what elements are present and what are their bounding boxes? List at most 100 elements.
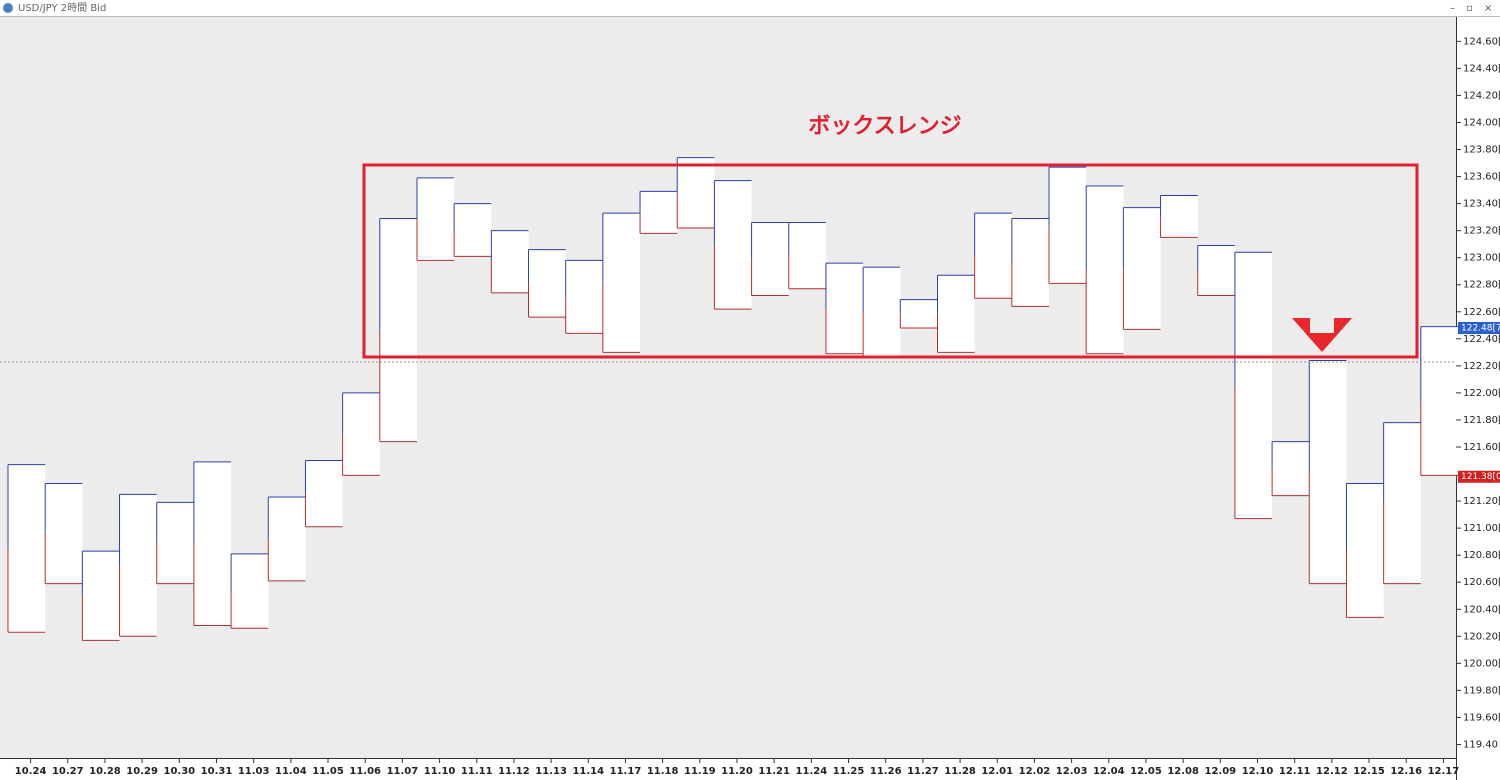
y-tick-label: 121.00[0 [1463,523,1500,534]
x-tick-label: 11.11 [461,766,493,777]
day-range-box [640,191,678,234]
x-tick-label: 11.04 [275,766,307,777]
y-tick-label: 124.40[0 [1463,63,1500,74]
x-tick-label: 11.10 [424,766,456,777]
day-range-box [82,551,120,641]
x-tick-label: 10.28 [89,766,121,777]
y-axis-panel [1456,17,1500,780]
price-badge [1458,470,1500,483]
y-tick-label: 120.00[0 [1463,658,1500,669]
x-tick-label: 12.08 [1167,766,1199,777]
x-tick-label: 11.05 [312,766,344,777]
day-range-box [1309,360,1347,584]
y-tick-label: 123.80[0 [1463,145,1500,156]
y-tick-label: 122.60[0 [1463,307,1500,318]
x-tick-label: 11.21 [758,766,790,777]
x-tick-label: 12.11 [1279,766,1311,777]
x-tick-label: 10.31 [201,766,233,777]
day-range-box [1011,218,1050,307]
day-range-box [602,213,641,353]
x-tick-label: 11.13 [535,766,567,777]
y-tick-label: 120.60[0 [1463,577,1500,588]
day-range-box [677,157,715,228]
price-badge-label: 122.48[7 [1461,324,1500,334]
title-bar [0,0,1500,16]
x-tick-label: 12.09 [1205,766,1237,777]
x-tick-label: 12.02 [1019,766,1051,777]
y-tick-label: 121.60[0 [1463,442,1500,453]
day-range-box [1234,252,1273,519]
y-tick-label: 120.20[0 [1463,631,1500,642]
day-range-box [1160,195,1198,238]
day-range-box [1049,167,1087,284]
day-range-box [45,483,83,584]
day-range-box [231,553,269,629]
y-tick-label: 123.60[0 [1463,172,1500,183]
price-badge [1458,322,1500,335]
x-tick-label: 11.27 [907,766,939,777]
x-tick-label: 10.27 [52,766,84,777]
day-range-box [825,263,864,354]
x-tick-label: 12.05 [1130,766,1162,777]
x-tick-label: 11.28 [944,766,976,777]
day-range-box [751,222,789,296]
price-badge-label: 121.38[0 [1461,472,1500,482]
day-range-box [193,461,232,626]
day-range-box [565,260,603,334]
y-tick-label: 124.20[0 [1463,90,1500,101]
y-tick-label: 122.20[0 [1463,361,1500,372]
day-range-box [305,460,343,527]
x-tick-label: 11.19 [684,766,716,777]
y-tick-label: 123.00[0 [1463,253,1500,264]
day-range-box [491,230,529,293]
day-range-box [1123,207,1161,330]
y-tick-label: 123.20[0 [1463,226,1500,237]
day-range-box [714,180,752,310]
day-range-box [342,392,380,476]
x-tick-label: 11.25 [833,766,865,777]
x-tick-label: 11.20 [721,766,753,777]
close-button[interactable]: × [1484,3,1492,14]
x-tick-label: 12.16 [1390,766,1422,777]
y-tick-label: 124.60[0 [1463,36,1500,47]
x-tick-label: 11.17 [610,766,642,777]
y-tick-label: 120.40[0 [1463,604,1500,615]
y-tick-label: 124.00[0 [1463,117,1500,128]
y-tick-label: 122.00[0 [1463,388,1500,399]
day-range-box [1197,245,1235,296]
x-tick-label: 11.07 [387,766,419,777]
x-tick-label: 11.18 [647,766,679,777]
y-tick-label: 120.80[0 [1463,550,1500,561]
y-tick-label: 119.60[0 [1463,712,1500,723]
x-tick-label: 11.12 [498,766,530,777]
x-tick-label: 12.12 [1316,766,1348,777]
day-range-box [156,502,194,584]
maximize-button[interactable]: ▫ [1466,3,1473,14]
minimize-button[interactable]: – [1450,3,1455,14]
x-tick-label: 12.17 [1428,766,1460,777]
day-range-box [1420,326,1458,476]
day-range-box [528,249,566,318]
x-axis-panel [0,758,1456,780]
day-range-box [788,222,826,289]
window-title: USD/JPY 2時間 Bid [18,2,106,14]
day-range-box [379,218,417,442]
day-range-box [1272,441,1310,496]
annotation: ボックスレンジ [808,114,961,139]
y-tick-label: 121.20[0 [1463,496,1500,507]
x-tick-label: 11.14 [572,766,604,777]
y-tick-label: 121.80[0 [1463,415,1500,426]
day-range-box [454,203,492,257]
x-tick-label: 11.03 [238,766,270,777]
day-range-box [974,213,1012,299]
x-tick-label: 12.01 [981,766,1013,777]
day-range-box [8,464,46,633]
breakout-arrow [1292,318,1352,352]
y-tick-label: 119.40 [1463,739,1498,750]
y-tick-label: 119.80[0 [1463,685,1500,696]
x-tick-label: 11.06 [349,766,381,777]
x-tick-label: 10.30 [163,766,195,777]
day-range-box [268,497,306,581]
